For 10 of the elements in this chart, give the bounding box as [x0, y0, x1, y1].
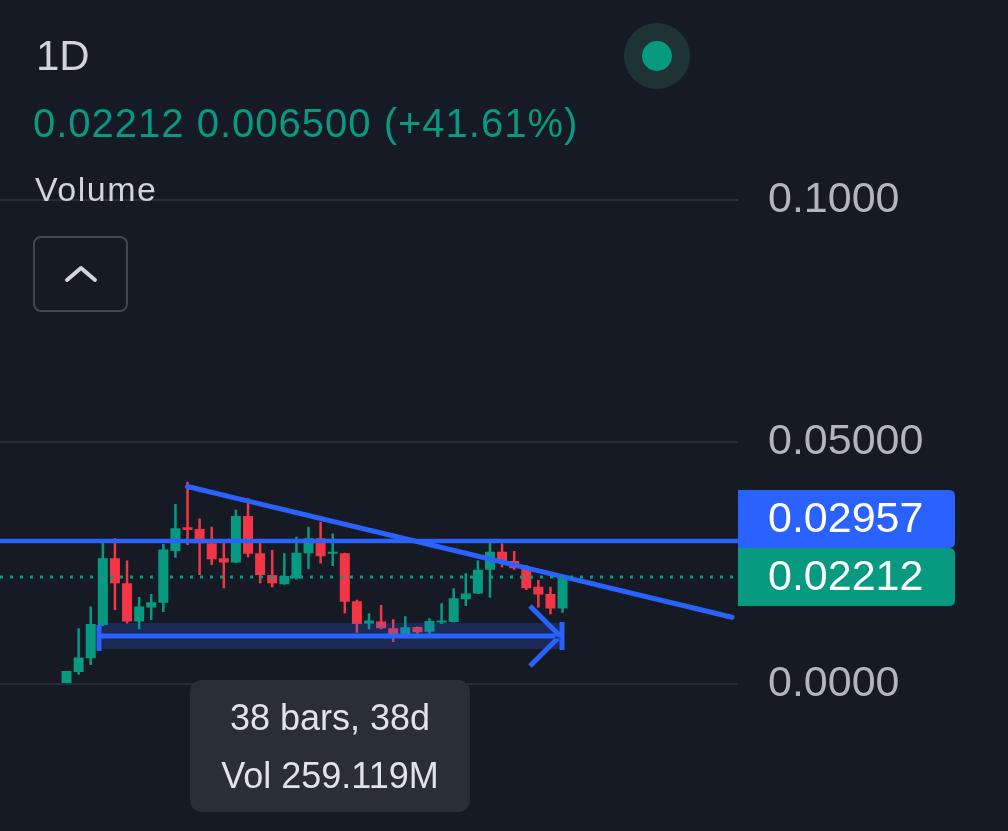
chart-title: 1D: [36, 32, 90, 80]
y-tick-label: 0.1000: [768, 172, 900, 221]
text: Vol 259.119M: [220, 755, 440, 796]
y-tick-label: 0.05000: [768, 414, 924, 463]
chart-subtitle: 0.02212 0.006500 (+41.61%): [33, 100, 579, 146]
ref-line-label: 0.02957: [768, 492, 924, 541]
y-tick-label: 0.0000: [768, 656, 900, 705]
annotation: Volume: [35, 169, 158, 209]
text: 38 bars, 38d: [228, 697, 432, 738]
ref-line-label: 0.02212: [768, 550, 924, 599]
